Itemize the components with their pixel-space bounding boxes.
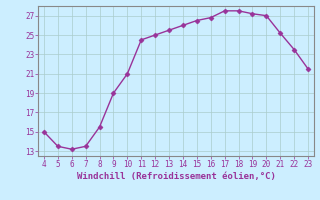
X-axis label: Windchill (Refroidissement éolien,°C): Windchill (Refroidissement éolien,°C) [76,172,276,181]
